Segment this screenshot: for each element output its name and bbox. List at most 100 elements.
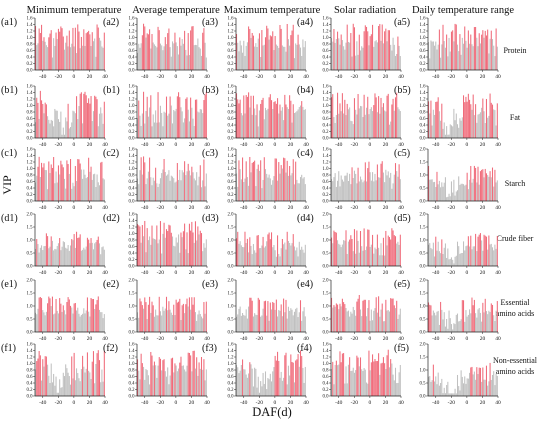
vip-bar [141,305,143,332]
vip-bar [157,26,159,70]
y-tick-label: 1.5 [420,161,427,166]
vip-bar [169,47,171,70]
vip-bar [380,163,382,201]
vip-bar [385,169,387,201]
y-tick-label: 1.2 [228,30,235,35]
panel-label: (c5) [394,148,410,159]
vip-bar [41,245,43,266]
vip-bar [392,374,394,396]
vip-bar [479,43,481,70]
vip-bar [43,312,45,332]
vip-bar [428,244,430,266]
vip-bar [435,101,437,138]
y-tick-label: 0.8 [27,369,34,374]
vip-bar [285,51,287,70]
x-tick-label: -20 [256,336,264,342]
vip-bar [84,45,86,70]
vip-bar [44,170,46,201]
vip-bar [278,360,280,396]
vip-bar [79,93,81,138]
x-tick-label: -20 [55,400,63,406]
vip-bar [146,178,148,201]
vip-bar [363,180,365,201]
vip-bar [169,96,171,138]
vip-bar [399,308,401,332]
y-tick-label: 1.5 [228,226,235,231]
vip-bar [478,113,480,138]
vip-bar [83,29,85,70]
vip-bar [252,35,254,70]
vip-bar [471,44,473,70]
vip-bar [72,240,74,266]
vip-bar [332,243,334,266]
y-tick-label: 0.2 [323,193,330,198]
vip-bar [95,242,97,266]
vip-bar [380,363,382,396]
vip-bar [186,171,188,201]
vip-bar [266,110,268,138]
vip-bar [467,189,469,201]
vip-bar [139,115,141,138]
vip-bar [267,28,269,70]
x-tick-label: -20 [448,74,456,80]
vip-bar [158,357,160,396]
vip-bar [291,30,293,70]
vip-bar [430,305,432,332]
vip-bar [362,300,364,332]
vip-bar [180,356,182,396]
vip-bar [269,178,271,201]
vip-bar [169,375,171,396]
vip-bar [197,111,199,138]
vip-bar [101,312,103,332]
vip-bar [473,27,475,70]
panel: 0.00.51.01.52.0-40 -20 0 20 40(d3) [202,213,309,277]
y-tick-label: 0.5 [420,318,427,323]
vip-bar [339,244,341,266]
vip-bar [143,156,145,201]
vip-bar [399,56,401,70]
vip-bar [472,46,474,70]
y-tick-label: 2.0 [420,279,427,284]
vip-bar [488,235,490,266]
vip-bar [466,316,468,332]
vip-bar [443,122,445,138]
vip-bar [459,253,461,266]
vip-bar [172,236,174,266]
vip-bar [263,44,265,70]
vip-bar [190,309,192,332]
vip-bar [202,318,204,332]
vip-bar [378,247,380,266]
vip-bar [384,363,386,396]
vip-bar [49,298,51,332]
vip-bar [364,299,366,332]
vip-bar [281,316,283,332]
vip-bar [96,300,98,332]
vip-bar [167,310,169,332]
y-tick-label: 1.0 [228,167,235,172]
y-tick-label: 0.6 [228,49,235,54]
x-tick-label: -20 [256,400,264,406]
vip-bar [283,298,285,332]
panel-label: (b3) [202,85,219,96]
vip-bar [252,161,254,201]
vip-bar [370,244,372,266]
vip-bar [74,247,76,266]
vip-bar [96,239,98,266]
y-tick-label: 1.0 [129,36,136,41]
vip-bar [275,360,277,396]
x-tick-label: 40 [398,74,404,80]
vip-bar [287,175,289,201]
vip-bar [180,45,182,70]
vip-bar [367,31,369,70]
y-tick-label: 0.0 [129,69,136,74]
vip-bar [367,229,369,266]
vip-bar [138,225,140,266]
vip-bar [100,107,102,138]
vip-bar [347,109,349,138]
vip-bar [491,374,494,396]
y-tick-label: 1.2 [129,161,136,166]
vip-bar [284,312,286,332]
vip-bar [179,298,181,332]
vip-bar [496,180,498,201]
vip-bar [254,250,256,266]
